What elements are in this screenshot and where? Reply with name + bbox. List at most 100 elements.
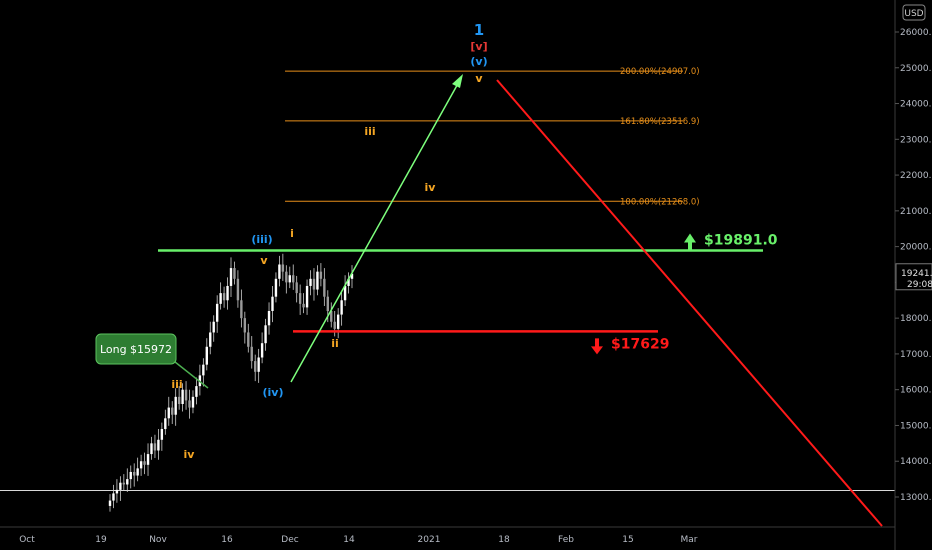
x-tick-label: 16 — [221, 535, 233, 545]
wave-label-iii-paren: (iii) — [251, 233, 272, 246]
candle-body — [184, 389, 188, 401]
long-callout-text: Long $15972 — [100, 343, 172, 356]
resistance-label: $19891.0 — [684, 233, 778, 250]
candle-body — [323, 278, 326, 297]
y-tick-label: 24000.0 — [900, 100, 932, 110]
wave-label-iii-upper: iii — [364, 125, 375, 138]
candle-body — [340, 300, 343, 315]
wave-labels: 1 [v] (v) v iii iv (iii) i v ii (iv) iii… — [171, 21, 487, 461]
candle-body — [312, 278, 316, 290]
candle-body — [160, 429, 164, 440]
candle-body — [153, 443, 157, 451]
candle-body — [319, 271, 323, 279]
resistance-label-text: $19891.0 — [704, 233, 778, 249]
wave-label-v-lower: v — [260, 254, 268, 267]
time-axis[interactable]: Oct 19 Nov 16 Dec 14 2021 18 Feb 15 Mar — [0, 526, 895, 545]
wave-label-iv-paren: (iv) — [263, 386, 284, 399]
candle-body — [250, 346, 253, 362]
y-tick-label: 20000.0 — [900, 243, 932, 253]
candle-body — [126, 479, 129, 485]
candle-body — [240, 300, 243, 319]
candle-body — [209, 332, 212, 347]
wave-label-iv-lower: iv — [184, 448, 196, 461]
candle-body — [143, 461, 146, 465]
countdown-value: 29:08 — [907, 280, 932, 290]
wave-label-i: i — [290, 227, 294, 240]
candle-body — [229, 268, 233, 286]
candle-body — [336, 314, 340, 329]
uptrend-arrow[interactable] — [290, 79, 461, 383]
candle-body — [298, 293, 302, 304]
price-axis[interactable]: 13000.0 14000.0 15000.0 16000.0 17000.0 18000… — [894, 0, 932, 550]
wave-label-iv-upper: iv — [425, 181, 437, 194]
candle-body — [212, 321, 215, 333]
candle-body — [264, 325, 267, 344]
candle-body — [236, 278, 240, 301]
wave-label-v-small: v — [475, 72, 483, 85]
candle-body — [164, 418, 167, 430]
candle-body — [330, 311, 333, 322]
y-tick-label: 23000.0 — [900, 135, 932, 145]
candle-body — [305, 285, 309, 308]
candle-body — [274, 278, 278, 297]
candle-body — [191, 396, 195, 408]
candle-body — [112, 493, 115, 501]
candle-body — [115, 489, 119, 494]
y-tick-label: 18000.0 — [900, 314, 932, 324]
candle-body — [271, 296, 274, 311]
candle-body — [254, 361, 257, 372]
uptrend-arrowhead-icon — [452, 74, 463, 88]
candle-body — [243, 318, 247, 333]
candle-body — [316, 271, 319, 290]
candle-body — [171, 407, 174, 415]
candle-body — [202, 364, 205, 376]
candle-body — [136, 468, 139, 476]
y-tick-label: 13000.0 — [900, 493, 932, 503]
wave-label-v-paren: (v) — [470, 55, 487, 68]
x-tick-label: Feb — [558, 535, 574, 545]
wave-label-v-bracket: [v] — [470, 40, 487, 53]
candle-body — [167, 407, 170, 419]
candle-body — [257, 357, 260, 372]
candle-body — [108, 500, 112, 506]
candle-body — [174, 396, 177, 415]
wave-label-1: 1 — [474, 21, 484, 39]
long-callout: Long $15972 — [95, 333, 209, 389]
candle-body — [343, 285, 347, 301]
candle-body — [177, 396, 181, 404]
candle-body — [188, 400, 191, 408]
y-tick-label: 21000.0 — [900, 207, 932, 217]
candle-body — [288, 275, 291, 283]
currency-badge[interactable]: USD — [902, 4, 926, 21]
candle-body — [285, 271, 288, 283]
candle-body — [302, 303, 305, 308]
downtrend-line[interactable] — [496, 79, 883, 527]
candle-body — [139, 461, 143, 469]
fib-label-200: 200.00%(24907.0) — [620, 67, 700, 77]
x-tick-label: 2021 — [418, 535, 441, 545]
x-tick-label: Dec — [281, 535, 298, 545]
x-tick-label: Oct — [19, 535, 35, 545]
candle-body — [350, 273, 354, 279]
candle-body — [326, 296, 329, 311]
candle-body — [292, 275, 295, 283]
current-price-value: 19241.0 — [901, 269, 932, 279]
candle-body — [150, 443, 153, 455]
currency-badge-text: USD — [904, 9, 923, 19]
candle-body — [260, 343, 264, 358]
y-tick-label: 17000.0 — [900, 350, 932, 360]
candle-body — [119, 482, 122, 490]
y-tick-label: 26000.0 — [900, 28, 932, 38]
candle-body — [222, 293, 226, 301]
wave-label-ii: ii — [331, 337, 339, 350]
candle-body — [295, 282, 298, 294]
x-tick-label: 19 — [95, 535, 107, 545]
candle-body — [281, 264, 285, 272]
price-series — [108, 253, 354, 512]
candle-body — [309, 278, 312, 286]
up-arrow-icon — [684, 233, 696, 250]
fib-levels: 200.00%(24907.0) 161.80%(23516.9) 100.00… — [285, 67, 700, 207]
y-tick-label: 16000.0 — [900, 386, 932, 396]
candle-body — [122, 482, 126, 485]
